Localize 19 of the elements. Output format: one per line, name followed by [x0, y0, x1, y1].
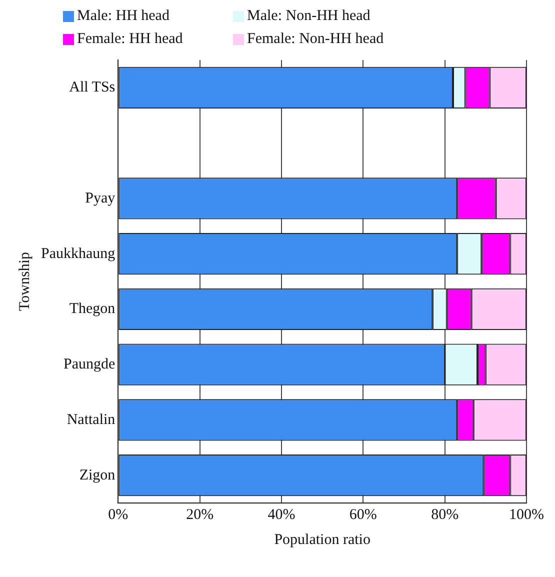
y-tick-label: Nattalin	[66, 412, 116, 428]
y-tick-label: Thegon	[69, 301, 116, 318]
x-tick-label: 0%	[108, 506, 128, 523]
x-tick-label: 40%	[268, 506, 296, 523]
y-axis-title: Township	[16, 252, 33, 311]
x-tick-label: 60%	[349, 506, 377, 523]
y-tick-label: Paungde	[63, 356, 116, 372]
x-tick-label: 80%	[431, 506, 459, 523]
x-tick-label: 20%	[186, 506, 214, 523]
x-tick-label: 100%	[509, 506, 544, 523]
y-tick-label: Zigon	[79, 467, 116, 484]
legend-label: Female: HH head	[77, 31, 183, 48]
legend-label: Male: HH head	[77, 8, 170, 25]
y-tick-label: Pyay	[85, 190, 116, 206]
x-axis-title: Population ratio	[274, 532, 370, 548]
legend-label: Female: Non-HH head	[247, 31, 384, 48]
y-tick-label: Paukkhaung	[40, 246, 116, 262]
legend-label: Male: Non-HH head	[247, 8, 370, 25]
y-tick-label: All TSs	[69, 80, 116, 96]
